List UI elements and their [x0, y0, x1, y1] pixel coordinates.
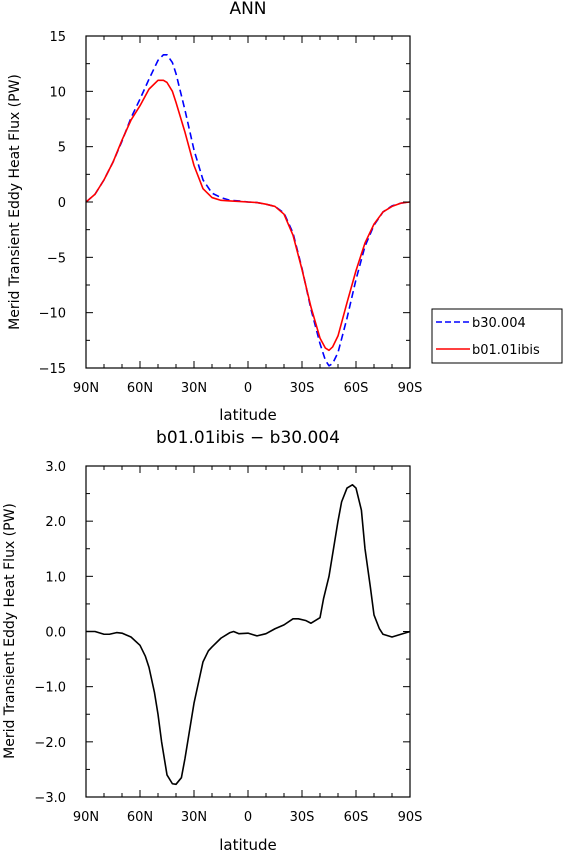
bottom-x-tick-label: 90N [73, 810, 99, 825]
bottom-y-axis-label: Merid Transient Eddy Heat Flux (PW) [2, 503, 18, 759]
bottom-y-tick-label: 2.0 [45, 515, 66, 530]
bottom-y-tick-label: 0.0 [45, 626, 66, 641]
bottom-series-line-0 [86, 483, 410, 786]
bottom-x-tick-label: 30S [290, 810, 315, 825]
top-y-axis-label: Merid Transient Eddy Heat Flux (PW) [7, 74, 23, 330]
bottom-y-tick-label: −3.0 [34, 791, 66, 806]
bottom-y-tick-label: −2.0 [34, 736, 66, 751]
bottom-y-tick-label: 1.0 [45, 570, 66, 585]
bottom-x-tick-label: 60N [127, 810, 153, 825]
top-x-tick-label: 90S [398, 381, 423, 396]
top-y-tick-label: 15 [49, 30, 66, 45]
top-x-tick-label: 30S [290, 381, 315, 396]
legend-label-b0101ibis: b01.01ibis [472, 343, 540, 358]
top-y-tick-label: 10 [49, 85, 66, 100]
top-y-tick-label: 5 [58, 141, 66, 156]
top-series-line-b30004 [86, 54, 410, 367]
bottom-plot-panel: b01.01ibis − b30.004 90N 60N 30N 0 30S 60S 90S… [2, 428, 422, 851]
top-x-tick-label: 90N [73, 381, 99, 396]
bottom-y-tick-label: 3.0 [45, 460, 66, 475]
top-y-tick-label: 0 [58, 196, 66, 211]
top-x-tick-label: 0 [244, 381, 252, 396]
legend-box [431, 308, 563, 364]
top-y-tick-label: −15 [39, 362, 66, 377]
bottom-x-tick-label: 90S [398, 810, 423, 825]
top-x-axis-label: latitude [219, 406, 277, 424]
top-plot-panel: ANN 90N 60N 30N 0 30S 60S 90S −15 −10 −5 0 5 10 15 la… [7, 0, 422, 424]
top-x-tick-label: 30N [181, 381, 207, 396]
top-y-tick-label: −5 [47, 251, 66, 266]
bottom-plot-title: b01.01ibis − b30.004 [156, 428, 340, 448]
bottom-x-axis-label: latitude [219, 836, 277, 851]
bottom-y-tick-label: −1.0 [34, 681, 66, 696]
top-x-tick-label: 60N [127, 381, 153, 396]
bottom-x-tick-label: 30N [181, 810, 207, 825]
top-series-line-b0101ibis [86, 79, 410, 352]
bottom-x-tick-label: 60S [344, 810, 369, 825]
top-plot-title: ANN [229, 0, 266, 19]
legend-label-b30004: b30.004 [472, 316, 526, 331]
bottom-x-tick-label: 0 [244, 810, 252, 825]
top-x-tick-label: 60S [344, 381, 369, 396]
legend: b30.004 b01.01ibis [431, 308, 563, 364]
top-y-tick-label: −10 [39, 307, 66, 322]
